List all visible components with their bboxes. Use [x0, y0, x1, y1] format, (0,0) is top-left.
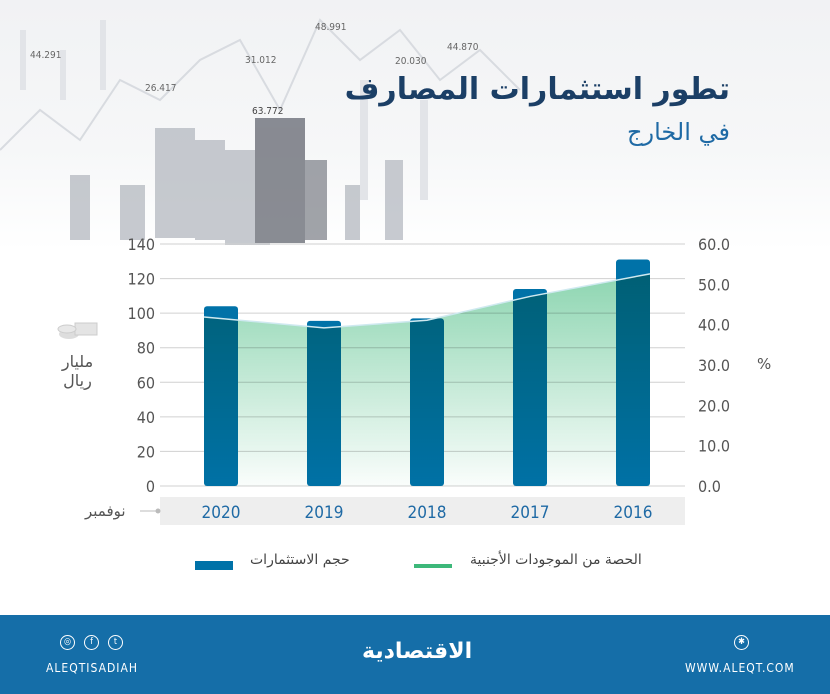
x-tick-label: 2020 [202, 503, 241, 523]
decorative-stock-chart-icon [0, 18, 521, 245]
y-tick-label: 0 [146, 477, 155, 496]
header-background: 44.291 26.417 48.991 31.012 63.772 44.87… [0, 0, 830, 250]
y-tick-label: 20 [137, 442, 155, 461]
twitter-icon[interactable]: t [108, 635, 123, 650]
legend-area-label: الحصة من الموجودات الأجنبية [470, 552, 642, 568]
x-tick-label: 2016 [614, 503, 653, 523]
y-tick-label: 80 [137, 339, 155, 358]
background-number: 44.870 [447, 42, 479, 53]
page-title: تطور استثمارات المصارف [344, 72, 730, 107]
y2-tick-label: 20.0 [698, 396, 730, 415]
logo: الاقتصادية [362, 639, 473, 664]
y2-tick-label: 0.0 [698, 477, 721, 496]
background-number: 31.012 [245, 55, 277, 66]
x-tick-label: 2017 [511, 503, 550, 523]
money-stack-icon [57, 322, 98, 339]
x-axis-label: نوفمبر [85, 502, 126, 520]
social-handle: ALEQTISADIAH [46, 661, 138, 675]
y-axis-label: مليار ريال [61, 352, 94, 390]
share-line [203, 273, 651, 329]
y-tick-label: 100 [128, 304, 155, 323]
x-axis-band [160, 497, 685, 525]
y2-tick-label: 10.0 [698, 437, 730, 456]
legend-bar-label: حجم الاستثمارات [250, 552, 350, 568]
y2-axis-label: % [757, 355, 772, 373]
instagram-icon[interactable]: ◎ [60, 635, 75, 650]
y-tick-label: 40 [137, 408, 155, 427]
background-number: 63.772 [252, 106, 284, 117]
background-number: 44.291 [30, 50, 62, 61]
facebook-icon[interactable]: f [84, 635, 99, 650]
page-subtitle: في الخارج [627, 118, 730, 146]
background-number: 48.991 [315, 22, 347, 33]
y2-tick-label: 60.0 [698, 235, 730, 254]
background-number: 26.417 [145, 83, 177, 94]
x-tick-label: 2019 [305, 503, 344, 523]
footer: ◎ f t ALEQTISADIAH الاقتصادية ✱ WWW.ALEQ… [0, 615, 830, 694]
globe-icon: ✱ [734, 635, 749, 650]
share-area [204, 273, 650, 486]
x-axis-pointer-dot [155, 508, 161, 514]
y-tick-label: 60 [137, 373, 155, 392]
y2-tick-label: 30.0 [698, 356, 730, 375]
x-tick-label: 2018 [408, 503, 447, 523]
legend-area-swatch [414, 564, 452, 568]
chart: 0 20 40 60 80 100 120 140 0.0 10.0 20.0 30.0 40.0 50.… [128, 235, 730, 525]
y-tick-label: 140 [128, 235, 155, 254]
y2-tick-label: 40.0 [698, 316, 730, 335]
legend-bar-swatch [195, 561, 233, 570]
background-number: 20.030 [395, 56, 427, 67]
website-link[interactable]: WWW.ALEQT.COM [685, 661, 795, 675]
y2-tick-label: 50.0 [698, 275, 730, 294]
y-tick-label: 120 [128, 270, 155, 289]
